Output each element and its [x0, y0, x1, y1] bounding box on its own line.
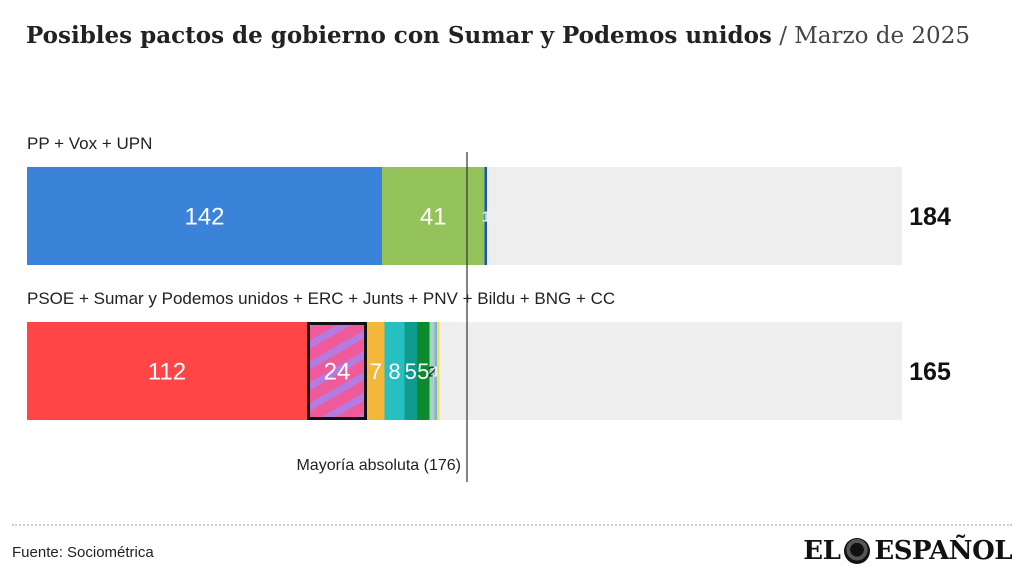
- chart-title: Posibles pactos de gobierno con Sumar y …: [26, 22, 970, 49]
- subtitle-text: Marzo de 2025: [794, 23, 970, 49]
- bar-segment: [307, 322, 367, 420]
- segment-value-label: 142: [184, 204, 224, 231]
- bar-segment: [417, 322, 430, 420]
- bar-segment: [27, 322, 307, 420]
- bar-group: PP + Vox + UPN 142 41 1 184: [27, 134, 951, 265]
- logo-text-left: EL: [803, 536, 841, 566]
- bar-total-label: 184: [909, 203, 951, 231]
- bar-segment: [434, 322, 437, 420]
- segment-value-label: 5: [405, 359, 417, 384]
- segment-value-label: 7: [370, 359, 382, 384]
- footer-divider: [12, 524, 1012, 526]
- bar-category-label: PSOE + Sumar y Podemos unidos + ERC + Ju…: [27, 289, 615, 308]
- lion-head-icon: [844, 538, 871, 564]
- segment-value-label: 1: [432, 363, 440, 380]
- segment-outline: [307, 322, 367, 420]
- bar-segment: [429, 322, 435, 420]
- segment-value-label: 1: [482, 208, 490, 225]
- bar-segment: [404, 322, 417, 420]
- majority-label: Mayoría absoluta (176): [296, 457, 461, 474]
- bar-group: PSOE + Sumar y Podemos unidos + ERC + Ju…: [27, 289, 951, 420]
- logo-text-right: ESPAÑOL: [874, 536, 1012, 566]
- bar-segment: [367, 322, 385, 420]
- segment-value-label: 41: [420, 204, 447, 231]
- source-note: Fuente: Sociométrica: [12, 544, 154, 561]
- bar-segment: [484, 167, 487, 265]
- el-espanol-logo: EL ESPAÑOL: [803, 533, 1012, 569]
- bar-total-label: 165: [909, 358, 951, 386]
- segment-value-label: 24: [324, 359, 351, 386]
- segment-value-label: 2: [428, 363, 436, 380]
- title-text: Posibles pactos de gobierno con Sumar y …: [26, 22, 772, 49]
- title-separator: /: [779, 23, 787, 49]
- bar-segment: [384, 322, 405, 420]
- bar-segment: [437, 322, 440, 420]
- bar-segment: [27, 167, 382, 265]
- bar-category-label: PP + Vox + UPN: [27, 134, 152, 153]
- segment-value-label: 5: [417, 359, 429, 384]
- segment-value-label: 112: [148, 359, 186, 386]
- segment-value-label: 8: [388, 359, 400, 384]
